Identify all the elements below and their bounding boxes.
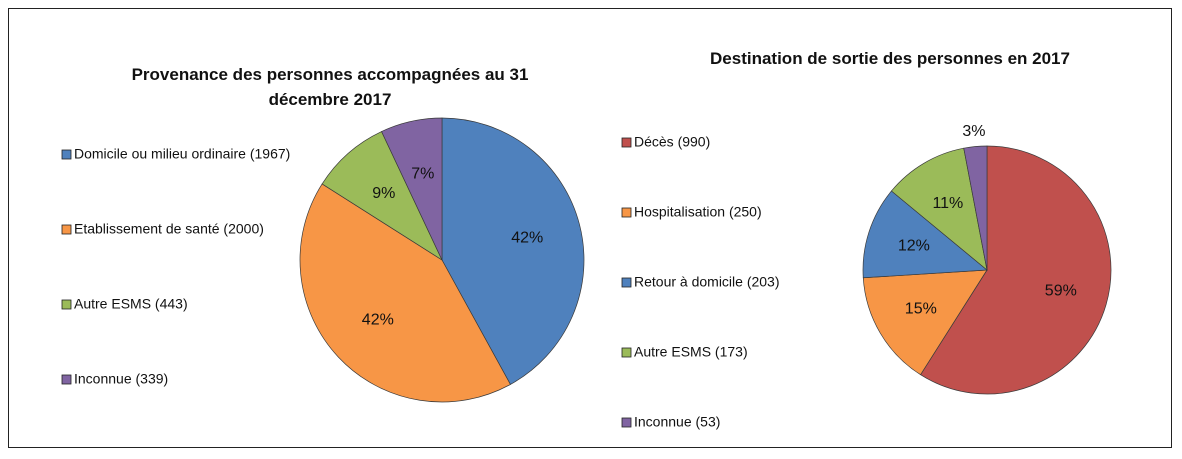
chart-title: Provenance des personnes accompagnées au… xyxy=(131,65,529,109)
data-label: 11% xyxy=(932,195,963,212)
legend-label: Inconnue (53) xyxy=(634,414,720,430)
pie-slice xyxy=(862,269,988,376)
data-label: 12% xyxy=(898,237,930,254)
pie-slice xyxy=(441,117,585,385)
legend-swatch xyxy=(621,207,632,218)
data-label: 9% xyxy=(372,185,395,202)
legend-swatch xyxy=(61,149,72,160)
pie-slice xyxy=(862,190,988,279)
legend-swatch xyxy=(61,224,72,235)
pie-slice xyxy=(321,131,443,261)
legend-label: Etablissement de santé (2000) xyxy=(74,221,264,237)
pie-slice xyxy=(381,117,443,261)
legend-label: Retour à domicile (203) xyxy=(634,274,780,290)
legend-label: Décès (990) xyxy=(634,134,710,150)
legend-label: Hospitalisation (250) xyxy=(634,204,762,220)
data-label: 42% xyxy=(362,311,394,328)
data-label: 42% xyxy=(511,229,543,246)
pie-slice xyxy=(890,147,988,271)
legend-swatch xyxy=(621,347,632,358)
legend-swatch xyxy=(621,277,632,288)
legend-label: Domicile ou milieu ordinaire (1967) xyxy=(74,146,290,162)
pie-slice xyxy=(299,183,511,403)
data-label: 3% xyxy=(962,123,985,140)
legend-label: Autre ESMS (173) xyxy=(634,344,748,360)
legend-label: Autre ESMS (443) xyxy=(74,296,188,312)
chart-frame xyxy=(8,8,1172,448)
legend-swatch xyxy=(61,374,72,385)
legend-swatch xyxy=(61,299,72,310)
data-label: 7% xyxy=(411,165,434,182)
data-label: 15% xyxy=(905,300,937,317)
legend-swatch xyxy=(621,417,632,428)
pie-slice xyxy=(963,145,988,271)
legend-label: Inconnue (339) xyxy=(74,371,168,387)
chart-title: Destination de sortie des personnes en 2… xyxy=(710,49,1070,68)
legend-swatch xyxy=(621,137,632,148)
data-label: 59% xyxy=(1045,283,1077,300)
pie-slice xyxy=(920,145,1112,395)
